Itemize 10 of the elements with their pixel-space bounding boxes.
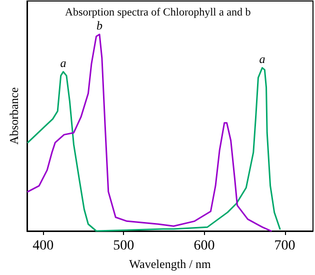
annotation: a bbox=[60, 56, 66, 70]
y-axis-title: Absorbance bbox=[7, 87, 21, 145]
annotation: a bbox=[259, 52, 266, 66]
x-tick-label: 700 bbox=[274, 238, 296, 254]
x-axis-title: Wavelength / nm bbox=[129, 257, 212, 271]
annotation: b bbox=[96, 18, 103, 32]
x-tick-label: 500 bbox=[113, 238, 134, 254]
x-tick-label: 600 bbox=[194, 238, 215, 254]
chart-title: Absorption spectra of Chlorophyll a and b bbox=[65, 6, 252, 18]
x-tick-label: 400 bbox=[32, 238, 54, 254]
